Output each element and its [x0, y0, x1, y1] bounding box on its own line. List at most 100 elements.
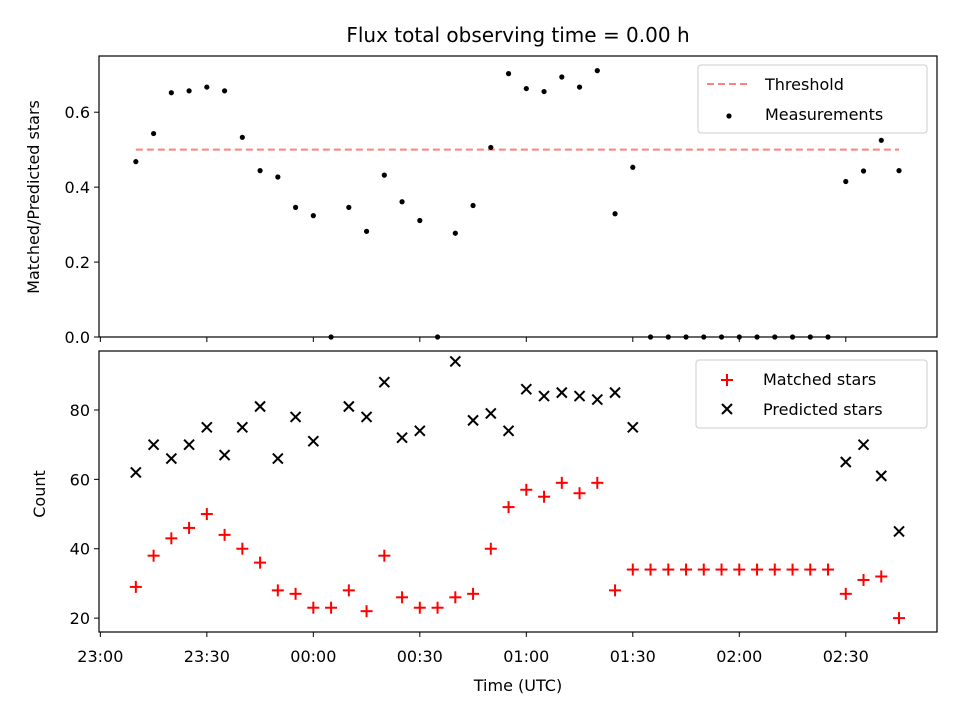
- bottom-y-axis-label: Count: [30, 470, 49, 518]
- measurement-point: [204, 84, 210, 90]
- matched-stars-point: [467, 587, 480, 600]
- top-legend: Threshold Measurements: [697, 64, 928, 134]
- matched-stars-point: [715, 563, 728, 576]
- measurement-point: [594, 68, 600, 74]
- bottom-plot-area: [129, 355, 906, 625]
- predicted-stars-point: [609, 386, 621, 399]
- measurement-point: [541, 88, 547, 95]
- measurement-point: [310, 213, 316, 219]
- measurement-point: [505, 71, 512, 77]
- matched-stars-point: [839, 587, 852, 600]
- measurement-point: [133, 159, 139, 165]
- legend-matched-label: Matched stars: [763, 370, 876, 389]
- matched-stars-point: [751, 563, 764, 576]
- measurement-point: [221, 88, 228, 94]
- legend-measurements-label: Measurements: [765, 105, 883, 124]
- measurement-point: [381, 172, 387, 178]
- predicted-stars-point: [218, 449, 231, 461]
- legend-threshold-label: Threshold: [764, 75, 844, 94]
- measurement-point: [363, 228, 370, 234]
- measurement-point: [346, 204, 352, 210]
- predicted-stars-point: [236, 421, 249, 434]
- measurement-point: [399, 199, 405, 205]
- predicted-stars-point: [840, 456, 852, 468]
- measurement-point: [186, 88, 192, 94]
- predicted-stars-point: [343, 400, 355, 413]
- x-tick-label: 01:00: [503, 647, 549, 666]
- measurement-point: [417, 217, 423, 224]
- matched-stars-point: [538, 490, 551, 503]
- predicted-stars-point: [289, 411, 302, 423]
- matched-stars-point: [129, 580, 142, 593]
- matched-stars-point: [342, 584, 355, 597]
- matched-stars-point: [733, 563, 746, 576]
- predicted-stars-point: [272, 452, 284, 465]
- predicted-stars-point: [449, 355, 462, 368]
- measurement-point: [559, 74, 565, 80]
- bottom-x-axis-label: Time (UTC): [473, 676, 562, 695]
- matched-stars-point: [520, 483, 533, 496]
- predicted-stars-point: [875, 470, 887, 482]
- measurement-point: [896, 168, 902, 174]
- matched-stars-point: [573, 487, 586, 500]
- bottom-legend: Matched stars Predicted stars: [695, 359, 928, 429]
- matched-stars-point: [218, 528, 231, 541]
- measurement-point: [150, 130, 157, 137]
- x-tick-label: 00:30: [397, 647, 443, 666]
- measurement-point: [470, 202, 476, 209]
- matched-stars-point: [413, 601, 426, 614]
- measurement-point: [576, 84, 583, 90]
- y-tick-label: 0.2: [65, 253, 90, 272]
- predicted-stars-point: [254, 400, 266, 413]
- bottom-axes-frame: [98, 350, 938, 633]
- measurement-point: [630, 164, 636, 170]
- predicted-stars-point: [893, 525, 905, 538]
- measurement-point: [843, 178, 849, 185]
- predicted-stars-point: [573, 390, 586, 402]
- predicted-stars-point: [556, 386, 568, 399]
- x-tick-label: 02:30: [823, 647, 869, 666]
- matched-stars-point: [236, 542, 249, 555]
- predicted-stars-point: [485, 407, 497, 420]
- matched-stars-point: [591, 476, 604, 489]
- predicted-stars-point: [183, 438, 195, 451]
- measurement-point: [168, 90, 174, 96]
- matched-stars-point: [662, 563, 675, 576]
- y-tick-label: 80: [70, 401, 90, 420]
- top-axes-frame: [98, 55, 938, 338]
- measurement-point: [523, 85, 529, 92]
- matched-stars-point: [609, 584, 622, 597]
- x-tick-label: 00:00: [290, 647, 336, 666]
- top-x-axis: [99, 337, 847, 342]
- predicted-stars-point: [360, 411, 373, 423]
- measurement-point: [612, 211, 618, 217]
- measurement-point: [257, 168, 263, 174]
- legend-predicted-swatch: [721, 403, 733, 415]
- bottom-panel: 20 40 60 80 23:00 23:30 00:00 00:30 01:00 01:30 0…: [30, 350, 938, 695]
- measurement-point: [452, 230, 458, 236]
- predicted-stars-point: [538, 390, 550, 402]
- matched-stars-point: [325, 601, 338, 614]
- y-tick-label: 60: [70, 470, 90, 489]
- y-tick-label: 0.4: [65, 178, 90, 197]
- predicted-stars-point: [502, 425, 515, 437]
- predicted-stars-point: [396, 432, 408, 444]
- y-tick-label: 40: [70, 540, 90, 559]
- matched-stars-point: [289, 587, 302, 600]
- matched-stars-point: [307, 601, 320, 614]
- matched-stars-point: [822, 563, 835, 576]
- top-y-axis-label: Matched/Predicted stars: [24, 100, 43, 294]
- predicted-stars-point: [378, 376, 391, 388]
- legend-predicted-label: Predicted stars: [763, 400, 883, 419]
- predicted-stars-point: [147, 438, 160, 451]
- x-tick-label: 23:30: [184, 647, 230, 666]
- x-tick-label: 02:00: [716, 647, 762, 666]
- y-tick-label: 20: [70, 609, 90, 628]
- matched-stars-point: [254, 556, 267, 569]
- top-panel: 0.0 0.2 0.4 0.6 Matched/Predicted stars Thr…: [24, 55, 938, 347]
- matched-stars-point: [200, 508, 213, 521]
- predicted-stars-point: [520, 383, 533, 395]
- measurement-point: [292, 204, 299, 210]
- predicted-stars-point: [201, 421, 213, 434]
- matched-stars-point: [875, 570, 888, 583]
